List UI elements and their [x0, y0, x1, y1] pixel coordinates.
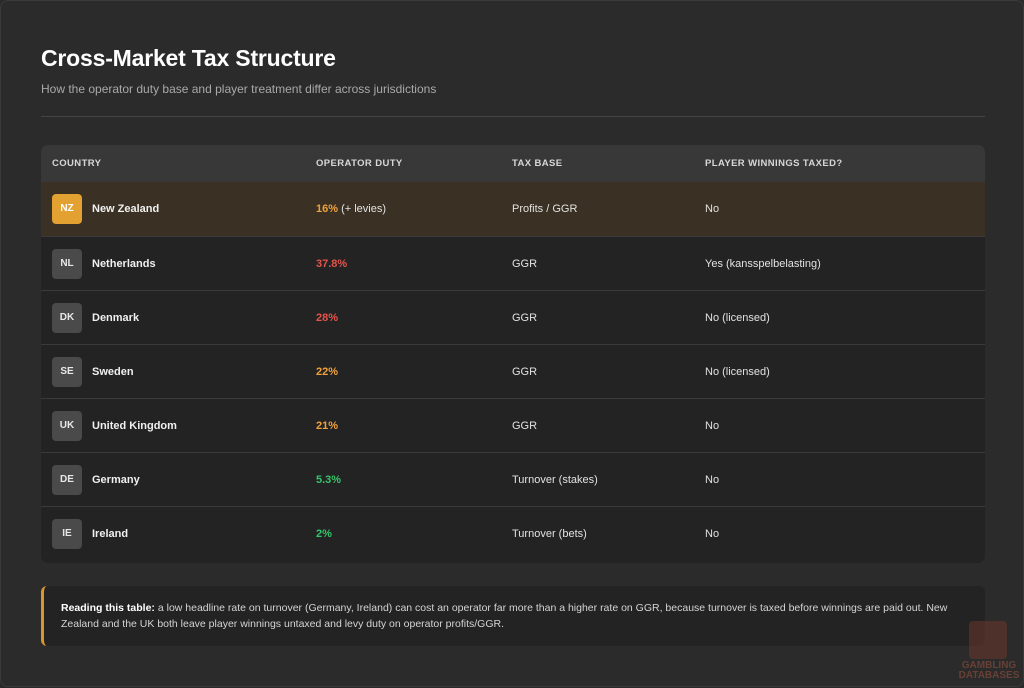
country-name: Sweden — [92, 366, 134, 378]
duty-value: 2% — [316, 528, 332, 540]
operator-duty: 5.3% — [316, 453, 341, 507]
logo-icon — [969, 621, 1007, 659]
player-winnings-taxed: Yes (kansspelbelasting) — [705, 258, 821, 270]
duty-value: 37.8% — [316, 258, 348, 270]
player-winnings-taxed: No — [705, 420, 720, 432]
country-code-badge: NL — [52, 249, 82, 279]
tax-base: Turnover (bets) — [512, 528, 587, 540]
country-name: Denmark — [92, 312, 140, 324]
column-header-country: COUNTRY — [52, 158, 102, 169]
duty-value: 22% — [316, 366, 339, 378]
player-winnings-taxed: No — [705, 474, 720, 486]
table-row: NZ New Zealand 16% (+ levies) Profits / GGR… — [41, 182, 985, 236]
tax-table: COUNTRY OPERATOR DUTY TAX BASE PLAYER WI… — [41, 145, 985, 563]
country-code-badge: IE — [52, 519, 82, 549]
table-row: IE Ireland 2% Turnover (bets) No — [41, 506, 985, 560]
note-text: a low headline rate on turnover (Germany… — [61, 602, 948, 630]
operator-duty: 28% — [316, 291, 338, 345]
country-name: Ireland — [92, 528, 129, 540]
table-row: DK Denmark 28% GGR No (licensed) — [41, 290, 985, 344]
page-title: Cross-Market Tax Structure — [41, 45, 336, 71]
operator-duty: 21% — [316, 399, 338, 453]
operator-duty: 37.8% — [316, 237, 347, 291]
duty-value: 5.3% — [316, 474, 342, 486]
player-winnings-taxed: No (licensed) — [705, 366, 770, 378]
country-name: Netherlands — [92, 258, 156, 270]
watermark-logo: GAMBLING DATABASES — [951, 619, 1024, 688]
table-body: NZ New Zealand 16% (+ levies) Profits / GGR… — [41, 182, 985, 560]
divider — [41, 116, 985, 117]
tax-base: Profits / GGR — [512, 203, 578, 215]
country-code-badge: SE — [52, 357, 82, 387]
country-code-badge: UK — [52, 411, 82, 441]
column-header-duty: OPERATOR DUTY — [316, 158, 403, 169]
country-name: Germany — [92, 474, 140, 486]
player-winnings-taxed: No — [705, 203, 720, 215]
column-header-winnings: PLAYER WINNINGS TAXED? — [705, 158, 843, 169]
country-code-badge: DK — [52, 303, 82, 333]
table-row: UK United Kingdom 21% GGR No — [41, 398, 985, 452]
note-lead: Reading this table: — [61, 602, 155, 614]
country-name: United Kingdom — [92, 420, 177, 432]
table-header: COUNTRY OPERATOR DUTY TAX BASE PLAYER WI… — [41, 145, 985, 182]
player-winnings-taxed: No — [705, 528, 720, 540]
country-code-badge: NZ — [52, 194, 82, 224]
tax-base: GGR — [512, 366, 538, 378]
reading-note: Reading this table: a low headline rate … — [41, 586, 985, 646]
table-row: SE Sweden 22% GGR No (licensed) — [41, 344, 985, 398]
table-row: DE Germany 5.3% Turnover (stakes) No — [41, 452, 985, 506]
operator-duty: 22% — [316, 345, 338, 399]
watermark-text: GAMBLING DATABASES — [958, 660, 1020, 681]
page-subtitle: How the operator duty base and player tr… — [41, 82, 437, 96]
country-name: New Zealand — [92, 203, 160, 215]
duty-value: 16% — [316, 203, 339, 215]
duty-value: 21% — [316, 420, 339, 432]
tax-base: Turnover (stakes) — [512, 474, 598, 486]
column-header-base: TAX BASE — [512, 158, 563, 169]
duty-value: 28% — [316, 312, 339, 324]
country-code-badge: DE — [52, 465, 82, 495]
tax-base: GGR — [512, 312, 538, 324]
table-row: NL Netherlands 37.8% GGR Yes (kansspelbelast… — [41, 236, 985, 290]
player-winnings-taxed: No (licensed) — [705, 312, 770, 324]
tax-base: GGR — [512, 420, 538, 432]
tax-base: GGR — [512, 258, 538, 270]
operator-duty: 16% (+ levies) — [316, 182, 386, 236]
operator-duty: 2% — [316, 507, 332, 561]
duty-extra: (+ levies) — [338, 203, 387, 215]
